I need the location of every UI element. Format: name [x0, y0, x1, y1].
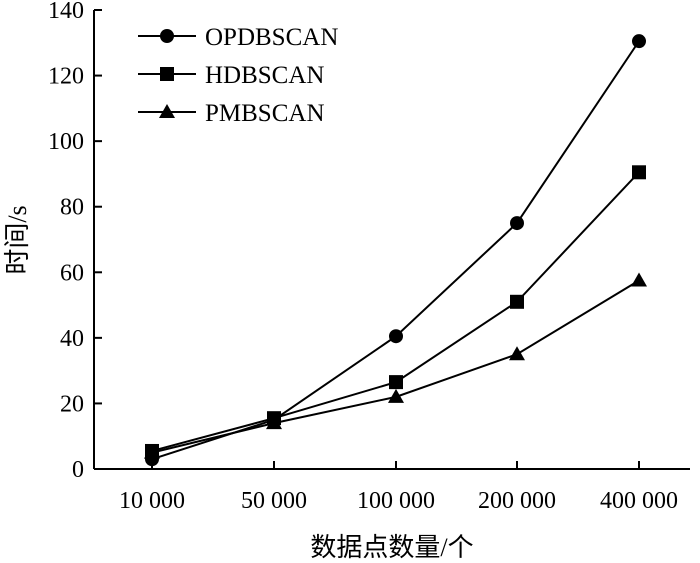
x-tick-label: 400 000: [600, 488, 678, 514]
data-point-opdbscan: [510, 216, 524, 231]
series-hdbscan: [145, 165, 646, 458]
legend-marker: [160, 67, 174, 81]
data-point-pmbscan: [388, 388, 404, 403]
data-point-pmbscan: [631, 272, 647, 287]
y-tick-label: 20: [60, 391, 84, 417]
legend-label: OPDBSCAN: [205, 24, 338, 51]
legend-marker: [160, 29, 174, 43]
x-tick-label: 10 000: [119, 488, 185, 514]
x-tick-label: 200 000: [478, 488, 556, 514]
data-point-hdbscan: [389, 375, 403, 390]
y-tick-label: 60: [60, 260, 84, 286]
x-tick-label: 50 000: [241, 488, 307, 514]
y-tick-label: 140: [48, 0, 84, 24]
series-pmbscan: [144, 272, 647, 459]
y-tick-label: 120: [48, 64, 84, 90]
x-axis-title: 数据点数量/个: [310, 533, 473, 562]
legend: OPDBSCAN HDBSCAN PMBSCAN: [138, 24, 338, 127]
data-point-opdbscan: [389, 329, 403, 344]
legend-label: HDBSCAN: [205, 62, 324, 89]
data-point-hdbscan: [632, 165, 646, 180]
data-point-hdbscan: [510, 294, 524, 309]
data-point-opdbscan: [632, 34, 646, 49]
legend-label: PMBSCAN: [205, 100, 325, 127]
data-point-pmbscan: [144, 444, 160, 459]
data-point-pmbscan: [266, 415, 282, 430]
legend-item-opdbscan: OPDBSCAN: [138, 24, 338, 51]
y-tick-label: 40: [60, 326, 84, 352]
data-point-pmbscan: [509, 346, 525, 361]
y-axis-title: 时间/s: [3, 205, 32, 274]
y-ticks: 0 20 40 60 80 100 120 140: [48, 0, 102, 483]
legend-marker: [159, 104, 175, 118]
series-line-hdbscan: [151, 171, 640, 452]
y-tick-label: 100: [48, 129, 84, 155]
legend-item-hdbscan: HDBSCAN: [138, 62, 324, 89]
y-tick-label: 0: [72, 457, 84, 483]
series-layer: [144, 34, 647, 467]
axes: 0 20 40 60 80 100 120 140 10 000 50 000 100 000 20…: [48, 0, 690, 514]
series-line-pmbscan: [151, 279, 640, 454]
y-tick-label: 80: [60, 195, 84, 221]
legend-item-pmbscan: PMBSCAN: [138, 100, 325, 127]
x-tick-label: 100 000: [357, 488, 435, 514]
x-ticks: 10 000 50 000 100 000 200 000 400 000: [119, 461, 678, 514]
